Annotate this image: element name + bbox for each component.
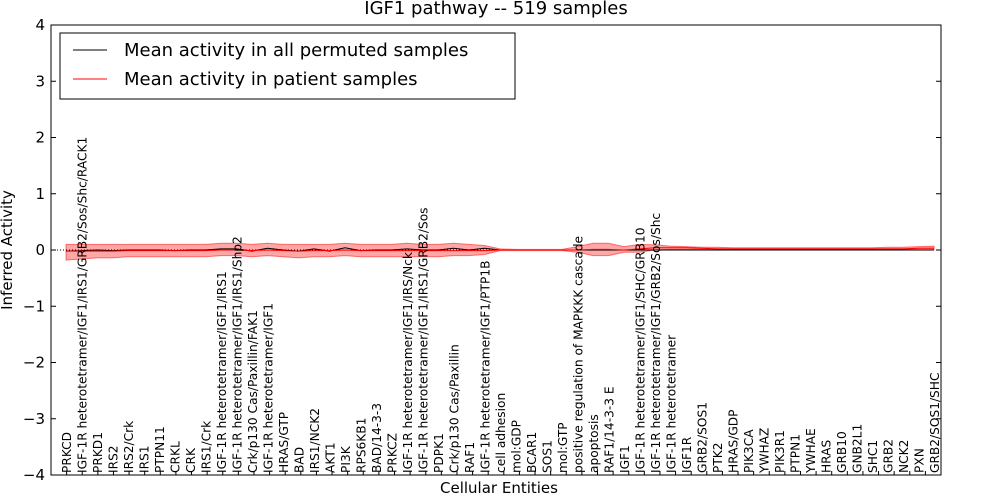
x-category-label: AKT1 [324, 442, 338, 473]
x-category-label: PTPN1 [789, 434, 803, 473]
x-category-label: RAF1/14-3-3 E [603, 386, 617, 473]
x-category-label: NCK2 [897, 440, 911, 473]
x-category-label: PDPK1 [432, 433, 446, 473]
legend: Mean activity in all permuted samples Me… [59, 32, 516, 100]
x-category-label: PRKCZ [386, 433, 400, 473]
x-category-label: IGF-1R heterotetramer/IGF1/PTP1B [479, 261, 493, 473]
x-category-label: PXN [913, 448, 927, 473]
x-category-label: Crk/p130 Cas/Paxillin [448, 344, 462, 473]
y-axis-title: Inferred Activity [0, 190, 16, 310]
x-category-label: IRS1/Crk [200, 420, 214, 473]
y-tick-label: 2 [35, 129, 45, 147]
y-tick-label: −1 [23, 297, 45, 315]
x-category-label: apoptosis [587, 414, 601, 473]
legend-label-patient: Mean activity in patient samples [124, 69, 418, 90]
x-category-label: IGF-1R heterotetramer/IGF1/IRS1/GRB2/Sos… [76, 137, 90, 473]
x-category-label: IGF-1R heterotetramer/IGF1/IRS1/GRB2/Sos [417, 207, 431, 473]
x-category-label: HRAS/GTP [277, 412, 291, 473]
legend-label-permuted: Mean activity in all permuted samples [124, 40, 468, 61]
y-tick-label: 1 [35, 185, 45, 203]
x-category-label: cell adhesion [494, 393, 508, 473]
x-category-label: positive regulation of MAPKKK cascade [572, 236, 586, 473]
x-category-label: GRB2/SOS1 [696, 402, 710, 473]
x-category-label: CRK [184, 447, 198, 473]
x-category-label: GRB10 [835, 431, 849, 473]
x-category-label: IRS1/NCK2 [308, 408, 322, 473]
y-tick-label: 0 [35, 241, 45, 259]
x-category-label: IGF-1R heterotetramer/IGF1 [262, 303, 276, 473]
x-category-label: PTPN11 [153, 426, 167, 473]
x-category-label: GRB2/SOS1/SHC [928, 373, 942, 473]
x-category-label: GRB2 [882, 439, 896, 473]
x-axis-title: Cellular Entities [440, 479, 558, 497]
chart-title: IGF1 pathway -- 519 samples [364, 0, 627, 19]
x-category-label: RAF1 [463, 442, 477, 473]
x-category-label: SHC1 [866, 440, 880, 473]
x-category-label: PIK3R1 [773, 430, 787, 473]
x-category-label: CRKL [169, 441, 183, 473]
y-tick-label: −2 [23, 354, 45, 372]
x-category-label: BCAR1 [525, 432, 539, 473]
x-category-label: YWHAZ [758, 428, 772, 474]
x-category-label: SOS1 [541, 440, 555, 473]
x-category-label: GNB2L1 [851, 424, 865, 473]
x-category-label: IGF-1R heterotetramer/IGF1/IRS1/Shp2 [231, 236, 245, 473]
x-category-label: RPS6KB1 [355, 418, 369, 473]
y-tick-label: −4 [23, 466, 45, 484]
x-category-label: PRKD1 [91, 432, 105, 473]
x-category-label: IGF1 [618, 445, 632, 473]
x-category-label: IGF-1R heterotetramer/IGF1/GRB2/Sos/Shc [649, 213, 663, 473]
x-category-label: IGF-1R heterotetramer/IGF1/IRS1 [215, 271, 229, 473]
x-category-label: PIK3CA [742, 429, 756, 473]
x-category-label: BAD [293, 447, 307, 473]
y-tick-label: 4 [35, 16, 45, 34]
x-category-label: IGF-1R heterotetramer [665, 334, 679, 473]
legend-box [59, 32, 516, 100]
x-category-label: mol:GTP [556, 422, 570, 473]
x-category-label: IGF1R [680, 436, 694, 473]
x-category-label: BAD/14-3-3 [370, 403, 384, 473]
x-category-label: HRAS [820, 440, 834, 473]
x-category-label: YWHAE [804, 428, 818, 474]
x-category-label: mol:GDP [510, 420, 524, 473]
x-category-label: IGF-1R heterotetramer/IGF1/IRS/Nck [401, 251, 415, 473]
series-patient-mean-line [66, 247, 934, 252]
x-category-label: Crk/p130 Cas/Paxillin/FAK1 [246, 310, 260, 473]
x-category-label: IRS1 [138, 445, 152, 473]
x-category-label: HRAS/GDP [727, 410, 741, 474]
x-category-label: IGF-1R heterotetramer/IGF1/SHC/GRB10 [634, 228, 648, 473]
x-category-label: PTK2 [711, 442, 725, 473]
x-category-label: IRS2 [107, 445, 121, 473]
x-category-label: IRS2/Crk [122, 420, 136, 473]
x-category-label: PI3K [339, 445, 353, 473]
x-category-label: PRKCD [60, 432, 74, 473]
y-tick-label: −3 [23, 410, 45, 428]
y-tick-label: 3 [35, 72, 45, 90]
